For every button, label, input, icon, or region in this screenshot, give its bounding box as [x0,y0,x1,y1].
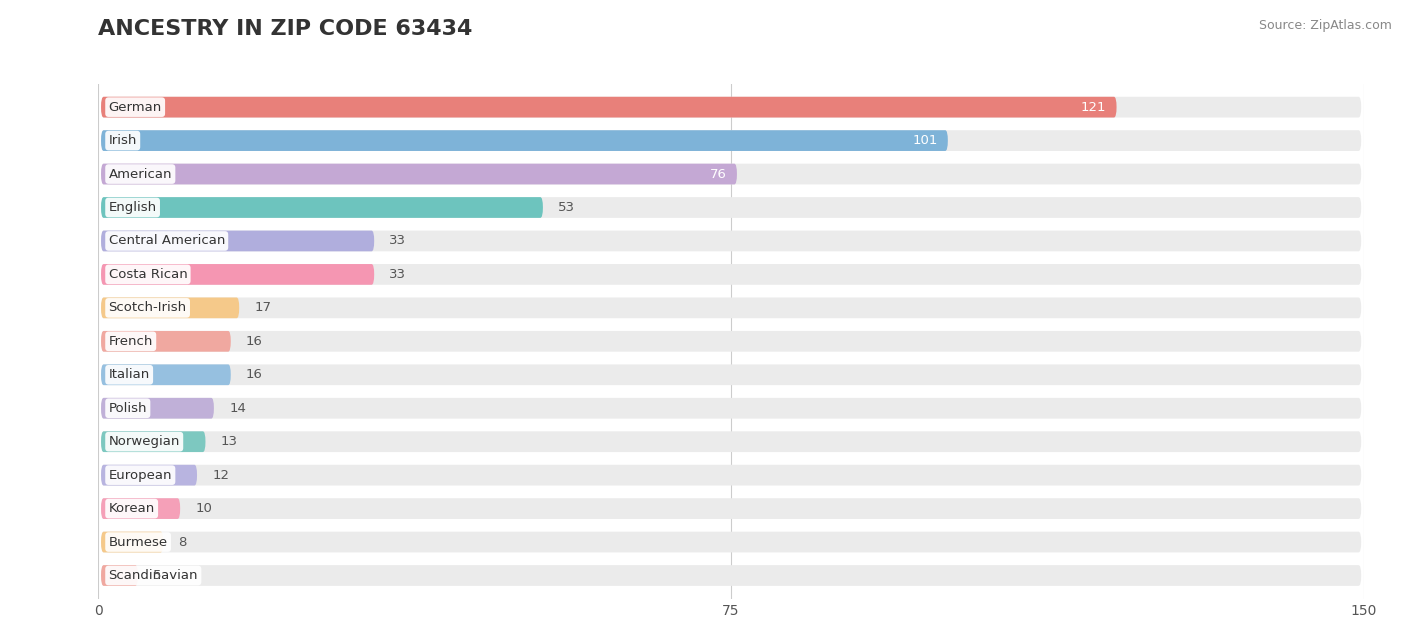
Text: ANCESTRY IN ZIP CODE 63434: ANCESTRY IN ZIP CODE 63434 [98,19,472,39]
FancyBboxPatch shape [101,498,1361,519]
FancyBboxPatch shape [101,197,1361,218]
Text: 10: 10 [195,502,212,515]
Text: 33: 33 [389,268,406,281]
FancyBboxPatch shape [101,164,737,184]
FancyBboxPatch shape [101,264,374,285]
FancyBboxPatch shape [101,465,1361,486]
Text: 33: 33 [389,234,406,247]
FancyBboxPatch shape [101,431,1361,452]
Text: European: European [108,469,172,482]
FancyBboxPatch shape [101,431,205,452]
FancyBboxPatch shape [101,331,231,352]
FancyBboxPatch shape [101,465,197,486]
Text: Korean: Korean [108,502,155,515]
FancyBboxPatch shape [101,264,1361,285]
FancyBboxPatch shape [101,130,948,151]
Text: Italian: Italian [108,368,150,381]
FancyBboxPatch shape [101,197,543,218]
FancyBboxPatch shape [101,298,1361,318]
FancyBboxPatch shape [101,97,1361,117]
Text: 101: 101 [912,134,938,147]
Text: Central American: Central American [108,234,225,247]
FancyBboxPatch shape [101,130,1361,151]
FancyBboxPatch shape [101,498,180,519]
Text: Scandinavian: Scandinavian [108,569,198,582]
FancyBboxPatch shape [101,231,1361,251]
Text: Norwegian: Norwegian [108,435,180,448]
Text: 12: 12 [212,469,229,482]
FancyBboxPatch shape [101,298,239,318]
FancyBboxPatch shape [101,565,1361,586]
FancyBboxPatch shape [101,532,163,553]
Text: American: American [108,167,172,180]
Text: English: English [108,201,156,214]
Text: Polish: Polish [108,402,148,415]
Text: 121: 121 [1081,100,1107,113]
Text: Burmese: Burmese [108,536,167,549]
Text: 53: 53 [558,201,575,214]
Text: 17: 17 [254,301,271,314]
Text: 5: 5 [153,569,162,582]
Text: Costa Rican: Costa Rican [108,268,187,281]
Text: German: German [108,100,162,113]
Text: 13: 13 [221,435,238,448]
Text: Source: ZipAtlas.com: Source: ZipAtlas.com [1258,19,1392,32]
Text: Irish: Irish [108,134,136,147]
Text: 8: 8 [179,536,187,549]
FancyBboxPatch shape [101,164,1361,184]
Text: 16: 16 [246,335,263,348]
FancyBboxPatch shape [101,398,214,419]
Text: 16: 16 [246,368,263,381]
FancyBboxPatch shape [101,365,1361,385]
FancyBboxPatch shape [101,97,1116,117]
FancyBboxPatch shape [101,398,1361,419]
FancyBboxPatch shape [101,331,1361,352]
FancyBboxPatch shape [101,532,1361,553]
FancyBboxPatch shape [101,365,231,385]
Text: Scotch-Irish: Scotch-Irish [108,301,187,314]
Text: 14: 14 [229,402,246,415]
Text: 76: 76 [710,167,727,180]
FancyBboxPatch shape [101,565,138,586]
Text: French: French [108,335,153,348]
FancyBboxPatch shape [101,231,374,251]
